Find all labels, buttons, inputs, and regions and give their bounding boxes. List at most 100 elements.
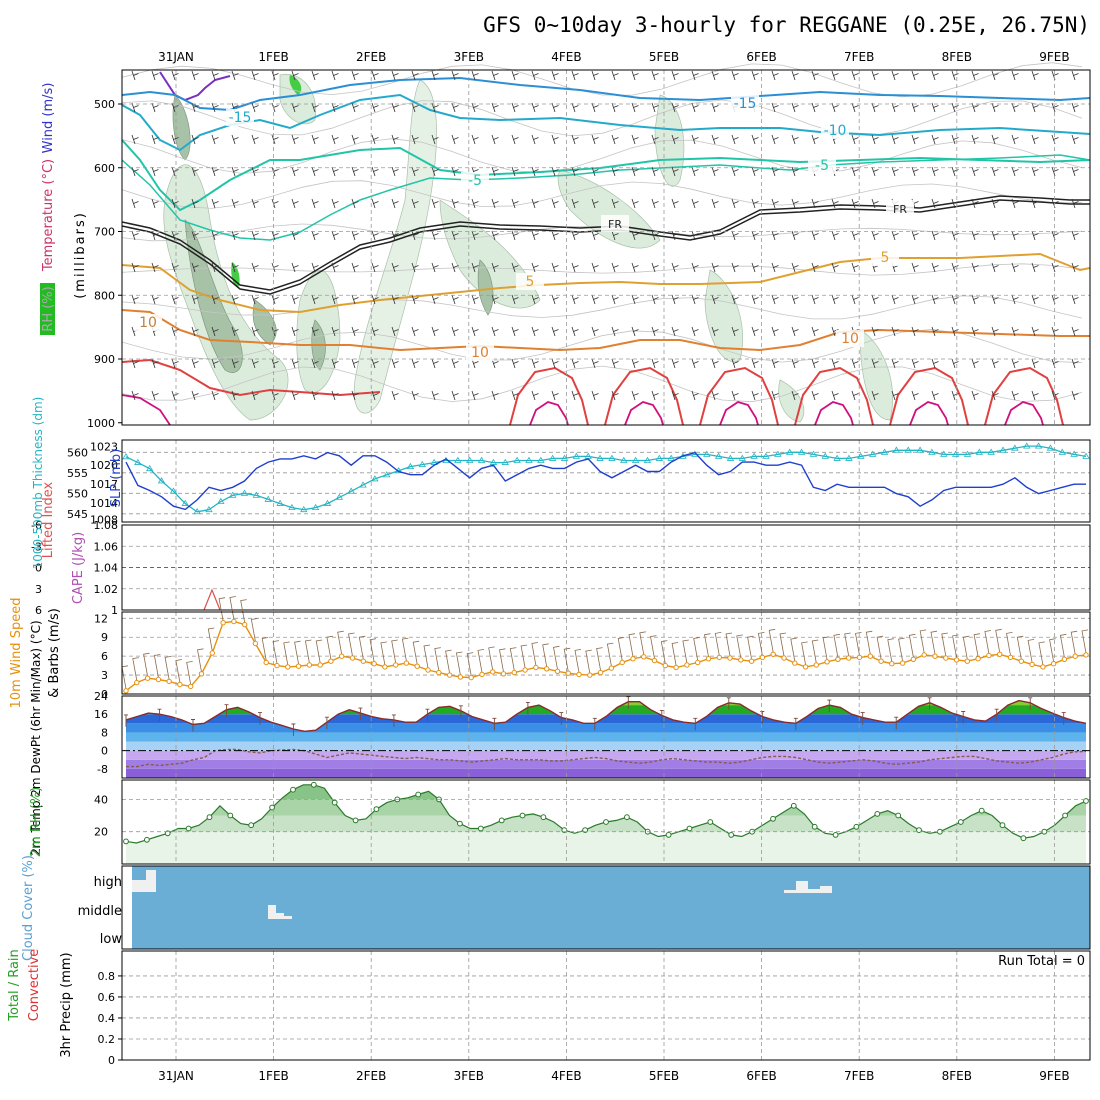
wind10m-tick-label: 9: [101, 631, 108, 644]
thickness-point: [951, 450, 960, 457]
pressure-axis-label: (millibars): [73, 211, 88, 299]
wind10m-point: [209, 650, 216, 656]
isotherm-label-bg: [821, 122, 849, 139]
temp-band: [126, 732, 1086, 742]
thickness-tick-label: 555: [67, 467, 88, 480]
wind10m-point: [802, 664, 809, 670]
wind10m-point: [1029, 661, 1035, 668]
wind10m-point: [533, 664, 539, 671]
li-tick-label: -3: [31, 540, 42, 553]
thickness-point: [205, 505, 213, 513]
rh2m-point: [999, 822, 1006, 829]
thickness-point: [347, 487, 355, 494]
cloud-bar: [808, 889, 820, 893]
wind10m-point: [1018, 658, 1024, 664]
p5-ticks: 24 16 8 0 -8: [94, 690, 108, 776]
temp-tick-label: 0: [101, 745, 108, 758]
rh2m-point: [853, 823, 860, 830]
pressure-tick-label: 600: [94, 162, 115, 175]
wind10m-point: [695, 659, 701, 666]
cloud-bar: [146, 870, 156, 892]
thickness-slp-panel: 560 555 550 545 1023 1020 1017 1014 1008: [67, 439, 1091, 526]
rh-legend-swatch: [40, 283, 55, 335]
slp-tick-label: 1014: [90, 497, 118, 510]
isotherm-line: [121, 252, 1091, 314]
rh2m-point: [164, 830, 171, 837]
thickness-point: [809, 450, 818, 457]
rh2m-point: [811, 823, 818, 830]
thickness-axis-label: 1000-500mb Thickness (dm): [31, 397, 45, 570]
wind10m-point: [932, 653, 938, 659]
precip-axis-label: 3hr Precip (mm): [59, 952, 74, 1057]
isotherm-line: [624, 401, 664, 426]
bottom-date-label: 4FEB: [551, 1069, 581, 1083]
wind10m-point: [166, 678, 172, 685]
thickness-point: [288, 503, 296, 511]
top-date-label: 8FEB: [942, 50, 972, 64]
wind10m-point: [285, 664, 291, 670]
thickness-tick-label: 560: [67, 446, 88, 459]
temp-band: [126, 750, 1086, 760]
precip-tick-label: 0.8: [98, 970, 116, 983]
thickness-point: [1023, 442, 1031, 449]
lifted-index-panel: -6 -3 0 3 6 1.08 1.06 1.04 1.02 1: [31, 519, 1091, 617]
thickness-point: [513, 456, 521, 463]
thickness-point: [1046, 444, 1055, 451]
wind10m-point: [144, 675, 151, 681]
thickness-point: [134, 458, 142, 465]
thickness-point: [987, 448, 995, 455]
wind10m-point: [328, 658, 334, 664]
thickness-point: [228, 491, 237, 498]
thickness-point: [572, 452, 581, 459]
top-date-label: 6FEB: [746, 50, 776, 64]
thickness-point: [371, 475, 379, 482]
isotherm-label-bg: [808, 157, 836, 174]
li-tick-label: -6: [31, 519, 42, 532]
top-date-label: 7FEB: [844, 50, 874, 64]
thickness-point: [1070, 450, 1078, 457]
wind10m-point: [878, 658, 884, 664]
rh2m-point: [978, 807, 985, 814]
wind10m-point: [608, 665, 615, 671]
top-date-labels: 31JAN 1FEB 2FEB 3FEB 4FEB 5FEB 6FEB 7FEB 8FEB 9FE…: [158, 50, 1069, 64]
isotherm-line: [909, 401, 949, 426]
wind10m-point: [910, 656, 917, 662]
thickness-point: [655, 454, 664, 461]
temp-minmax-bars: [124, 696, 1066, 736]
thickness-point: [454, 456, 462, 463]
rh2m-axis-label: 2m RH (%): [29, 787, 44, 858]
wind10m-point: [1040, 664, 1046, 670]
rh-high-region: [289, 75, 302, 95]
rh-contour-line: [121, 138, 1083, 174]
top-date-label: 5FEB: [649, 50, 679, 64]
thickness-point: [785, 448, 794, 455]
wind10m-point: [403, 660, 410, 666]
wind10m-point: [1050, 661, 1057, 667]
wind10m-point: [339, 653, 345, 659]
isotherm-line: [529, 401, 569, 426]
thickness-point: [750, 452, 758, 459]
top-date-label: 31JAN: [158, 50, 194, 64]
thickness-point: [406, 462, 415, 470]
top-date-label: 2FEB: [356, 50, 386, 64]
wind10m-point: [295, 663, 302, 669]
wind10m-point: [975, 656, 981, 662]
isotherm-line: [794, 366, 874, 426]
p3-ticks: -6 -3 0 3 6 1.08 1.06 1.04 1.02 1: [31, 519, 118, 617]
precip-panel: 0.8 0.6 0.4 0.2 0 Run Total = 0: [98, 950, 1091, 1067]
thickness-point: [880, 448, 889, 455]
cape-tick-label: 1.08: [94, 519, 119, 532]
thickness-point: [608, 454, 616, 461]
wind10m-barbs-axis-label: & Barbs (m/s): [47, 608, 62, 698]
rh-shaded-region: [704, 269, 744, 362]
rh2m-point: [144, 836, 150, 843]
cape-tick-label: 1.06: [94, 540, 119, 553]
rh2m-point: [770, 815, 776, 822]
thickness-point: [525, 456, 533, 463]
thickness-point: [240, 489, 249, 496]
thickness-point: [252, 491, 261, 498]
cloud-cover-axis-label: Cloud Cover (%): [21, 855, 36, 961]
wind10m-point: [748, 658, 755, 664]
wind10m-point: [1061, 656, 1068, 662]
thickness-point: [797, 448, 806, 455]
